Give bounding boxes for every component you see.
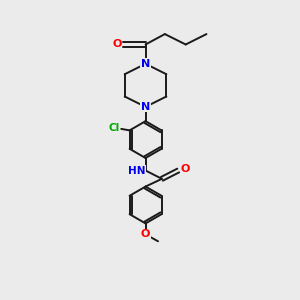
Text: Cl: Cl xyxy=(109,123,120,133)
Text: HN: HN xyxy=(128,166,146,176)
Text: O: O xyxy=(112,40,122,50)
Text: N: N xyxy=(141,102,150,112)
Text: O: O xyxy=(180,164,190,174)
Text: N: N xyxy=(141,59,150,69)
Text: O: O xyxy=(141,230,150,239)
